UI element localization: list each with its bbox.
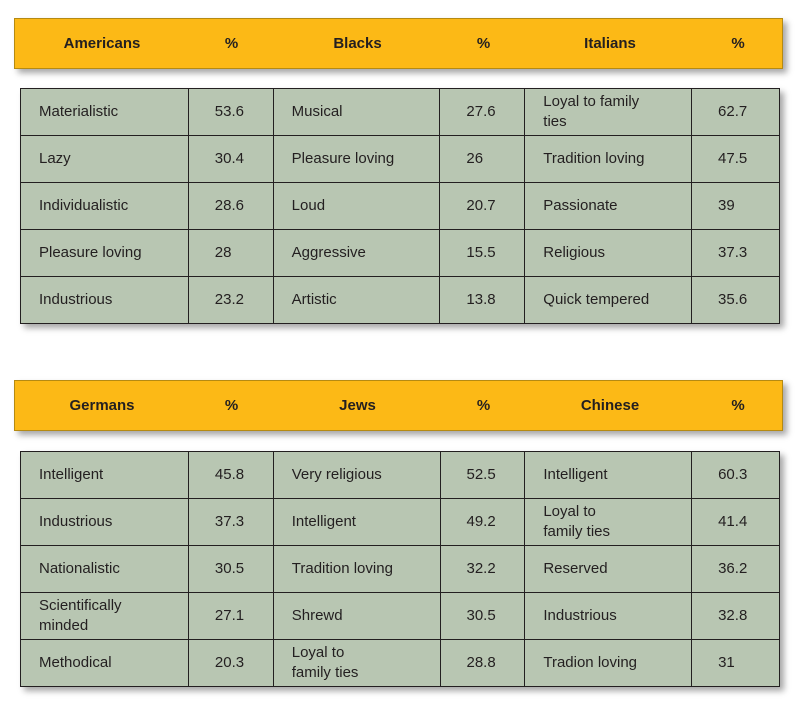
trait-cell: Tradition loving (272, 545, 441, 593)
percent-cell: 45.8 (187, 451, 274, 499)
percent-cell: 37.3 (187, 498, 274, 546)
header-percent: % (476, 397, 491, 414)
trait-cell: Loyal to family ties (524, 88, 693, 136)
percent-cell: 26 (439, 135, 526, 183)
percent-cell: 36.2 (691, 545, 780, 593)
percent-cell: 30.4 (187, 135, 274, 183)
percent-cell: 30.5 (439, 592, 526, 640)
header-chinese: Chinese (580, 397, 640, 414)
trait-cell: Lazy (20, 135, 189, 183)
header-jews: Jews (339, 397, 376, 414)
percent-cell: 49.2 (439, 498, 526, 546)
trait-cell: Loud (272, 182, 441, 230)
trait-cell: Industrious (20, 276, 189, 324)
percent-cell: 27.6 (439, 88, 526, 136)
trait-cell: Pleasure loving (20, 229, 189, 277)
trait-cell: Loyal to family ties (272, 639, 441, 687)
percent-cell: 13.8 (439, 276, 526, 324)
table-row: Industrious 37.3 Intelligent 49.2 Loyal … (20, 498, 780, 546)
table2-header: Germans % Jews % Chinese % (14, 380, 783, 431)
header-germans: Germans (69, 397, 135, 414)
percent-cell: 47.5 (691, 135, 780, 183)
percent-cell: 28.6 (187, 182, 274, 230)
percent-cell: 15.5 (439, 229, 526, 277)
table-row: Scientifically minded 27.1 Shrewd 30.5 I… (20, 592, 780, 640)
percent-cell: 20.3 (187, 639, 274, 687)
header-percent: % (224, 35, 239, 52)
percent-cell: 37.3 (691, 229, 780, 277)
trait-cell: Industrious (20, 498, 189, 546)
trait-cell: Individualistic (20, 182, 189, 230)
trait-cell: Tradion loving (524, 639, 693, 687)
percent-cell: 60.3 (691, 451, 780, 499)
table2: Intelligent 45.8 Very religious 52.5 Int… (20, 451, 780, 687)
header-italians: Italians (584, 35, 636, 52)
trait-cell: Artistic (272, 276, 441, 324)
percent-cell: 27.1 (187, 592, 274, 640)
trait-cell: Religious (524, 229, 693, 277)
percent-cell: 35.6 (691, 276, 780, 324)
table-row: Methodical 20.3 Loyal to family ties 28.… (20, 639, 780, 687)
percent-cell: 23.2 (187, 276, 274, 324)
table-row: Materialistic 53.6 Musical 27.6 Loyal to… (20, 88, 780, 136)
trait-cell: Intelligent (272, 498, 441, 546)
trait-cell: Loyal to family ties (524, 498, 693, 546)
table-row: Lazy 30.4 Pleasure loving 26 Tradition l… (20, 135, 780, 183)
trait-cell: Nationalistic (20, 545, 189, 593)
trait-cell: Methodical (20, 639, 189, 687)
percent-cell: 52.5 (439, 451, 526, 499)
trait-cell: Aggressive (272, 229, 441, 277)
table-row: Nationalistic 30.5 Tradition loving 32.2… (20, 545, 780, 593)
trait-cell: Musical (272, 88, 441, 136)
percent-cell: 28 (187, 229, 274, 277)
trait-cell: Very religious (272, 451, 441, 499)
trait-cell: Reserved (524, 545, 693, 593)
header-percent: % (731, 35, 745, 52)
header-percent: % (224, 397, 239, 414)
percent-cell: 28.8 (439, 639, 526, 687)
trait-cell: Quick tempered (524, 276, 693, 324)
table-row: Intelligent 45.8 Very religious 52.5 Int… (20, 451, 780, 499)
percent-cell: 53.6 (187, 88, 274, 136)
header-percent: % (476, 35, 491, 52)
table-row: Individualistic 28.6 Loud 20.7 Passionat… (20, 182, 780, 230)
trait-cell: Materialistic (20, 88, 189, 136)
trait-cell: Intelligent (20, 451, 189, 499)
percent-cell: 41.4 (691, 498, 780, 546)
trait-cell: Industrious (524, 592, 693, 640)
trait-cell: Intelligent (524, 451, 693, 499)
trait-cell: Passionate (524, 182, 693, 230)
percent-cell: 32.8 (691, 592, 780, 640)
table1: Materialistic 53.6 Musical 27.6 Loyal to… (20, 88, 780, 324)
trait-cell: Scientifically minded (20, 592, 189, 640)
table-row: Industrious 23.2 Artistic 13.8 Quick tem… (20, 276, 780, 324)
percent-cell: 39 (691, 182, 780, 230)
trait-cell: Tradition loving (524, 135, 693, 183)
header-percent: % (731, 397, 745, 414)
table-row: Pleasure loving 28 Aggressive 15.5 Relig… (20, 229, 780, 277)
percent-cell: 62.7 (691, 88, 780, 136)
header-blacks: Blacks (333, 35, 382, 52)
table1-header: Americans % Blacks % Italians % (14, 18, 783, 69)
percent-cell: 20.7 (439, 182, 526, 230)
percent-cell: 32.2 (439, 545, 526, 593)
percent-cell: 31 (691, 639, 780, 687)
percent-cell: 30.5 (187, 545, 274, 593)
header-americans: Americans (63, 35, 141, 52)
trait-cell: Pleasure loving (272, 135, 441, 183)
trait-cell: Shrewd (272, 592, 441, 640)
